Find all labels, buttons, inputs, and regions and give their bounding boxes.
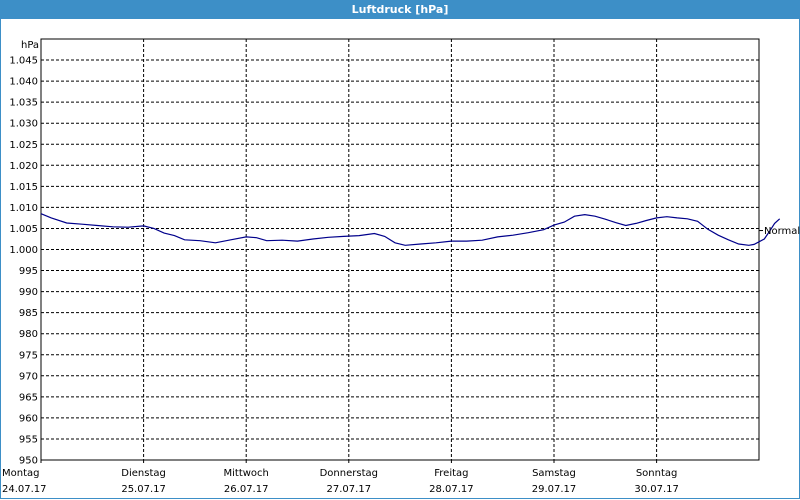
- x-tick-day-label: Dienstag: [121, 468, 166, 479]
- y-tick-label: 990: [19, 287, 38, 298]
- normal-annotation-label: Normal: [764, 226, 800, 237]
- y-tick-label: 1.005: [9, 224, 38, 235]
- y-tick-label: 1.040: [9, 77, 38, 88]
- pressure-series-line: [40, 213, 781, 246]
- x-tick-day-label: Sonntag: [636, 468, 678, 479]
- y-tick-label: 1.000: [9, 245, 38, 256]
- y-tick-label: 1.020: [9, 161, 38, 172]
- chart-title: Luftdruck [hPa]: [351, 3, 449, 16]
- y-tick-label: 1.030: [9, 119, 38, 130]
- y-tick-label: 995: [19, 266, 38, 277]
- y-tick-label: 1.010: [9, 203, 38, 214]
- y-tick-label: 955: [19, 434, 38, 445]
- y-tick-label: 950: [19, 456, 38, 467]
- x-tick-date-label: 30.07.17: [634, 484, 679, 495]
- x-tick-day-label: Freitag: [434, 468, 468, 479]
- y-tick-label: 1.025: [9, 140, 38, 151]
- x-tick-day-label: Samstag: [532, 468, 576, 479]
- x-tick-date-label: 28.07.17: [429, 484, 474, 495]
- y-tick-label: 1.045: [9, 56, 38, 67]
- x-tick-day-label: Mittwoch: [224, 468, 269, 479]
- y-tick-label: 1.035: [9, 98, 38, 109]
- chart-title-bar: Luftdruck [hPa]: [0, 0, 800, 19]
- y-tick-label: 975: [19, 350, 38, 361]
- x-tick-day-label: Montag: [2, 468, 39, 479]
- y-tick-label: 965: [19, 392, 38, 403]
- y-tick-label: 1.015: [9, 182, 38, 193]
- y-axis-unit-label: hPa: [21, 40, 39, 51]
- x-tick-date-label: 27.07.17: [327, 484, 372, 495]
- y-tick-label: 960: [19, 413, 38, 424]
- x-tick-date-label: 25.07.17: [121, 484, 166, 495]
- y-tick-label: 970: [19, 371, 38, 382]
- x-tick-day-label: Donnerstag: [320, 468, 378, 479]
- y-tick-label: 985: [19, 308, 38, 319]
- x-tick-date-label: 24.07.17: [2, 484, 47, 495]
- x-tick-date-label: 26.07.17: [224, 484, 269, 495]
- plot-area-border: [40, 38, 760, 461]
- x-tick-date-label: 29.07.17: [532, 484, 577, 495]
- y-tick-label: 980: [19, 329, 38, 340]
